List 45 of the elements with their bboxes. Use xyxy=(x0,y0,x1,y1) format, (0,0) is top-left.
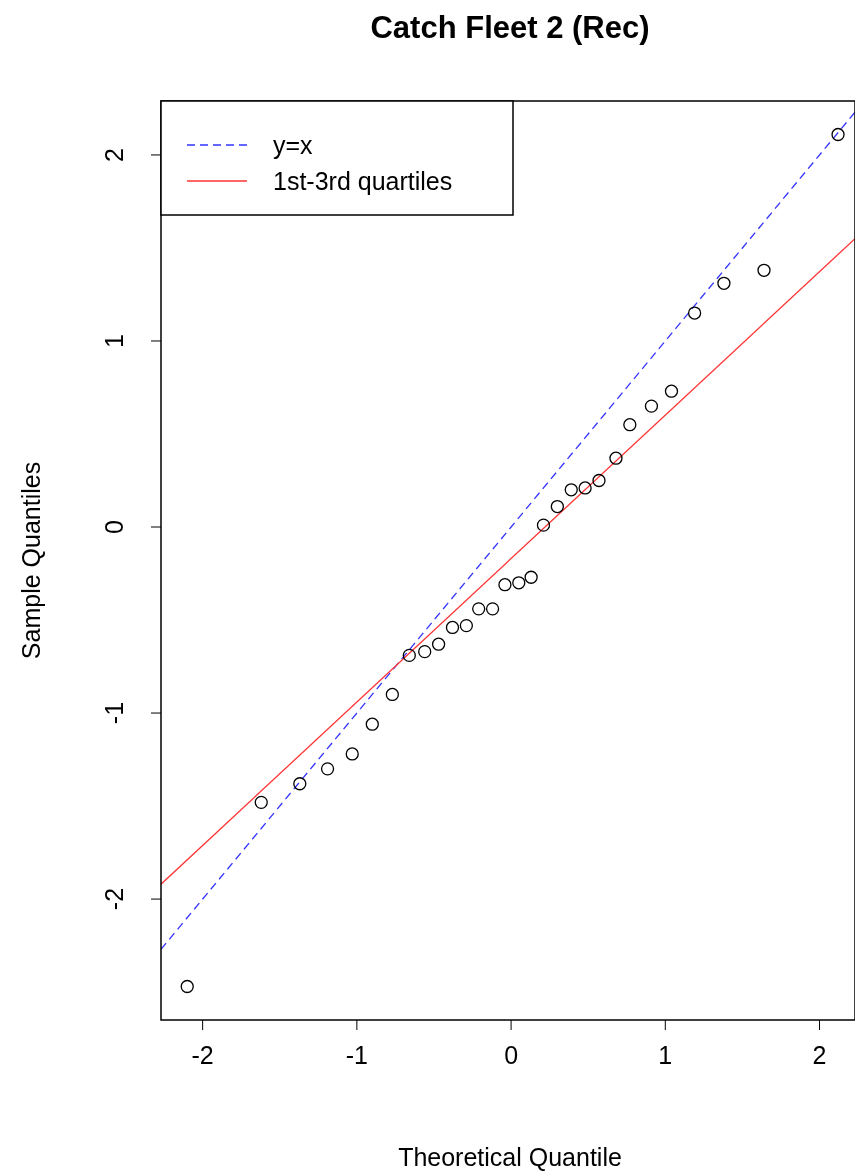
point xyxy=(418,645,432,659)
point xyxy=(524,570,538,584)
x-tick-label: -2 xyxy=(191,1041,214,1069)
point xyxy=(664,384,679,398)
x-axis-title: Theoretical Quantile xyxy=(398,1143,622,1171)
point xyxy=(254,795,268,809)
point xyxy=(498,578,512,592)
point xyxy=(180,979,194,994)
point xyxy=(385,687,399,702)
legend-label: y=x xyxy=(273,131,314,159)
point xyxy=(717,276,731,290)
chart-title: Catch Fleet 2 (Rec) xyxy=(370,10,650,45)
point xyxy=(402,648,416,663)
y-tick-label: 2 xyxy=(100,148,128,162)
x-tick-label: -1 xyxy=(345,1041,368,1069)
point xyxy=(550,499,564,514)
point xyxy=(609,451,623,465)
y-tick-label: -2 xyxy=(100,887,128,911)
y-tick-label: 0 xyxy=(100,520,128,534)
point xyxy=(512,576,526,590)
x-tick-label: 1 xyxy=(658,1041,673,1069)
point xyxy=(831,127,845,142)
point xyxy=(623,418,637,432)
point xyxy=(564,483,578,497)
x-tick-label: 0 xyxy=(504,1041,519,1069)
point xyxy=(365,717,379,731)
point xyxy=(592,473,606,488)
y-axis-title: Sample Quantiles xyxy=(17,461,45,660)
point xyxy=(445,620,460,635)
point xyxy=(345,747,359,761)
point xyxy=(757,263,771,277)
point xyxy=(472,602,486,616)
point xyxy=(644,399,659,413)
point xyxy=(320,762,335,776)
point xyxy=(485,602,500,616)
point xyxy=(293,777,307,791)
point xyxy=(536,518,551,532)
y-tick-label: 1 xyxy=(100,334,128,348)
point xyxy=(578,481,592,495)
point xyxy=(431,637,446,651)
x-tick-label: 2 xyxy=(812,1041,827,1069)
point xyxy=(687,306,702,320)
point xyxy=(459,618,474,633)
legend-label: 1st-3rd quartiles xyxy=(273,167,453,195)
y-tick-label: -1 xyxy=(100,701,128,725)
